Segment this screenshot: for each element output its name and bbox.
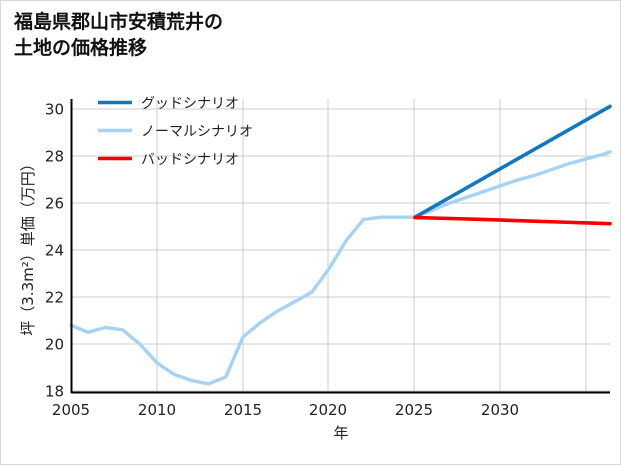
legend-label-bad: バッドシナリオ (141, 152, 239, 168)
y-tick-label: 26 (45, 195, 64, 213)
series-line-normal-forecast (413, 150, 612, 219)
series-line-normal (69, 215, 417, 386)
y-tick-label: 28 (45, 148, 64, 166)
y-tick-label: 18 (45, 383, 64, 401)
y-axis-tick-labels: 30 28 26 24 22 20 18 (45, 101, 64, 401)
y-tick-label: 30 (45, 101, 64, 119)
axis-spines (70, 99, 610, 394)
x-tick-label: 2015 (224, 401, 262, 419)
x-axis-title: 年 (333, 424, 348, 442)
chart-legend: グッドシナリオ ノーマルシナリオ バッドシナリオ (98, 96, 253, 168)
x-tick-label: 2030 (481, 401, 519, 419)
series-line-bad (413, 215, 612, 226)
legend-item-normal[interactable]: ノーマルシナリオ (98, 124, 253, 140)
page-title: 福島県郡山市安積荒井の 土地の価格推移 (14, 12, 224, 59)
legend-item-good[interactable]: グッドシナリオ (98, 96, 239, 112)
x-axis-tick-labels: 2005 2010 2015 2020 2025 2030 (52, 401, 519, 419)
legend-label-normal: ノーマルシナリオ (141, 124, 253, 140)
x-tick-label: 2010 (138, 401, 176, 419)
x-tick-label: 2020 (309, 401, 347, 419)
y-tick-label: 22 (45, 289, 64, 307)
y-tick-label: 20 (45, 336, 64, 354)
x-gridlines (70, 99, 587, 393)
series-line-good (413, 104, 612, 219)
x-tick-label: 2025 (395, 401, 433, 419)
legend-item-bad[interactable]: バッドシナリオ (98, 152, 239, 168)
y-tick-label: 24 (45, 242, 64, 260)
legend-label-good: グッドシナリオ (141, 96, 239, 112)
y-axis-title: 坪（3.3m²）単価（万円） (19, 156, 37, 335)
x-tick-label: 2005 (52, 401, 90, 419)
